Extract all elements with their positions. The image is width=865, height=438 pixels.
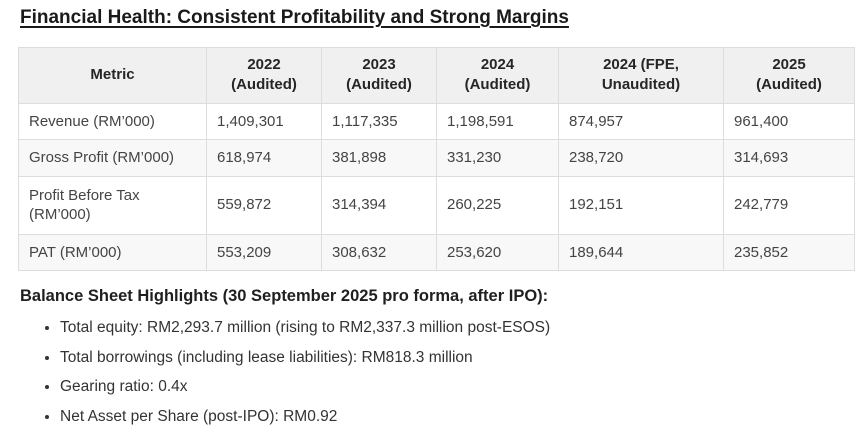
table-cell: 553,209: [206, 233, 322, 272]
table-cell: 235,852: [723, 233, 855, 272]
column-header-sublabel: (Audited): [756, 76, 822, 94]
metric-label: Revenue (RM’000): [18, 102, 207, 141]
column-header-sublabel: (Audited): [464, 76, 531, 94]
column-header-sublabel: (Audited): [346, 76, 412, 94]
column-header-2023: 2023 (Audited): [321, 46, 437, 104]
page-title: Financial Health: Consistent Profitabili…: [20, 7, 569, 28]
column-header-label: 2022: [247, 55, 281, 73]
table-cell: 559,872: [206, 175, 322, 235]
column-header-metric: Metric: [18, 46, 207, 104]
metric-label: Gross Profit (RM’000): [18, 139, 207, 177]
table-row-pat: PAT (RM’000) 553,209 308,632 253,620 189…: [18, 233, 855, 272]
column-header-sublabel: (Audited): [231, 76, 297, 94]
column-header-label: 2023: [362, 55, 396, 73]
table-cell: 189,644: [558, 233, 724, 272]
highlight-item-gearing-ratio: Gearing ratio: 0.4x: [60, 377, 855, 398]
column-header-sublabel: Unaudited): [601, 76, 681, 94]
highlight-item-total-equity: Total equity: RM2,293.7 million (rising …: [60, 318, 855, 339]
table-cell: 961,400: [723, 102, 855, 141]
column-header-label: 2024: [480, 55, 515, 73]
column-header-label: 2024 (FPE,: [603, 55, 679, 73]
column-header-2024: 2024 (Audited): [436, 46, 559, 104]
table-cell: 314,693: [723, 139, 855, 177]
highlight-item-net-asset-per-share: Net Asset per Share (post-IPO): RM0.92: [60, 407, 855, 428]
table-row-revenue: Revenue (RM’000) 1,409,301 1,117,335 1,1…: [18, 102, 855, 141]
financials-table: Metric 2022 (Audited) 2023 (Audited) 2024 (…: [18, 46, 855, 272]
table-cell: 331,230: [436, 139, 559, 177]
table-cell: 314,394: [321, 175, 437, 235]
column-header-2022: 2022 (Audited): [206, 46, 322, 104]
table-cell: 238,720: [558, 139, 724, 177]
table-cell: 874,957: [558, 102, 724, 141]
table-cell: 1,117,335: [321, 102, 437, 141]
balance-sheet-highlights-list: Total equity: RM2,293.7 million (rising …: [18, 318, 855, 429]
table-cell: 618,974: [206, 139, 322, 177]
metric-label: Profit Before Tax (RM’000): [18, 175, 207, 235]
table-cell: 381,898: [321, 139, 437, 177]
column-header-label: Metric: [90, 66, 135, 84]
table-cell: 1,409,301: [206, 102, 322, 141]
table-cell: 260,225: [436, 175, 559, 235]
table-cell: 308,632: [321, 233, 437, 272]
table-header-row: Metric 2022 (Audited) 2023 (Audited) 2024 (…: [18, 46, 855, 104]
table-cell: 253,620: [436, 233, 559, 272]
table-cell: 242,779: [723, 175, 855, 235]
column-header-2024-fpe: 2024 (FPE, Unaudited): [558, 46, 724, 104]
table-row-profit-before-tax: Profit Before Tax (RM’000) 559,872 314,3…: [18, 175, 855, 235]
metric-label: PAT (RM’000): [18, 233, 207, 272]
table-row-gross-profit: Gross Profit (RM’000) 618,974 381,898 33…: [18, 139, 855, 177]
column-header-2025: 2025 (Audited): [723, 46, 855, 104]
balance-sheet-heading: Balance Sheet Highlights (30 September 2…: [20, 287, 549, 306]
table-cell: 1,198,591: [436, 102, 559, 141]
column-header-label: 2025: [772, 55, 806, 73]
highlight-item-total-borrowings: Total borrowings (including lease liabil…: [60, 348, 855, 369]
table-cell: 192,151: [558, 175, 724, 235]
